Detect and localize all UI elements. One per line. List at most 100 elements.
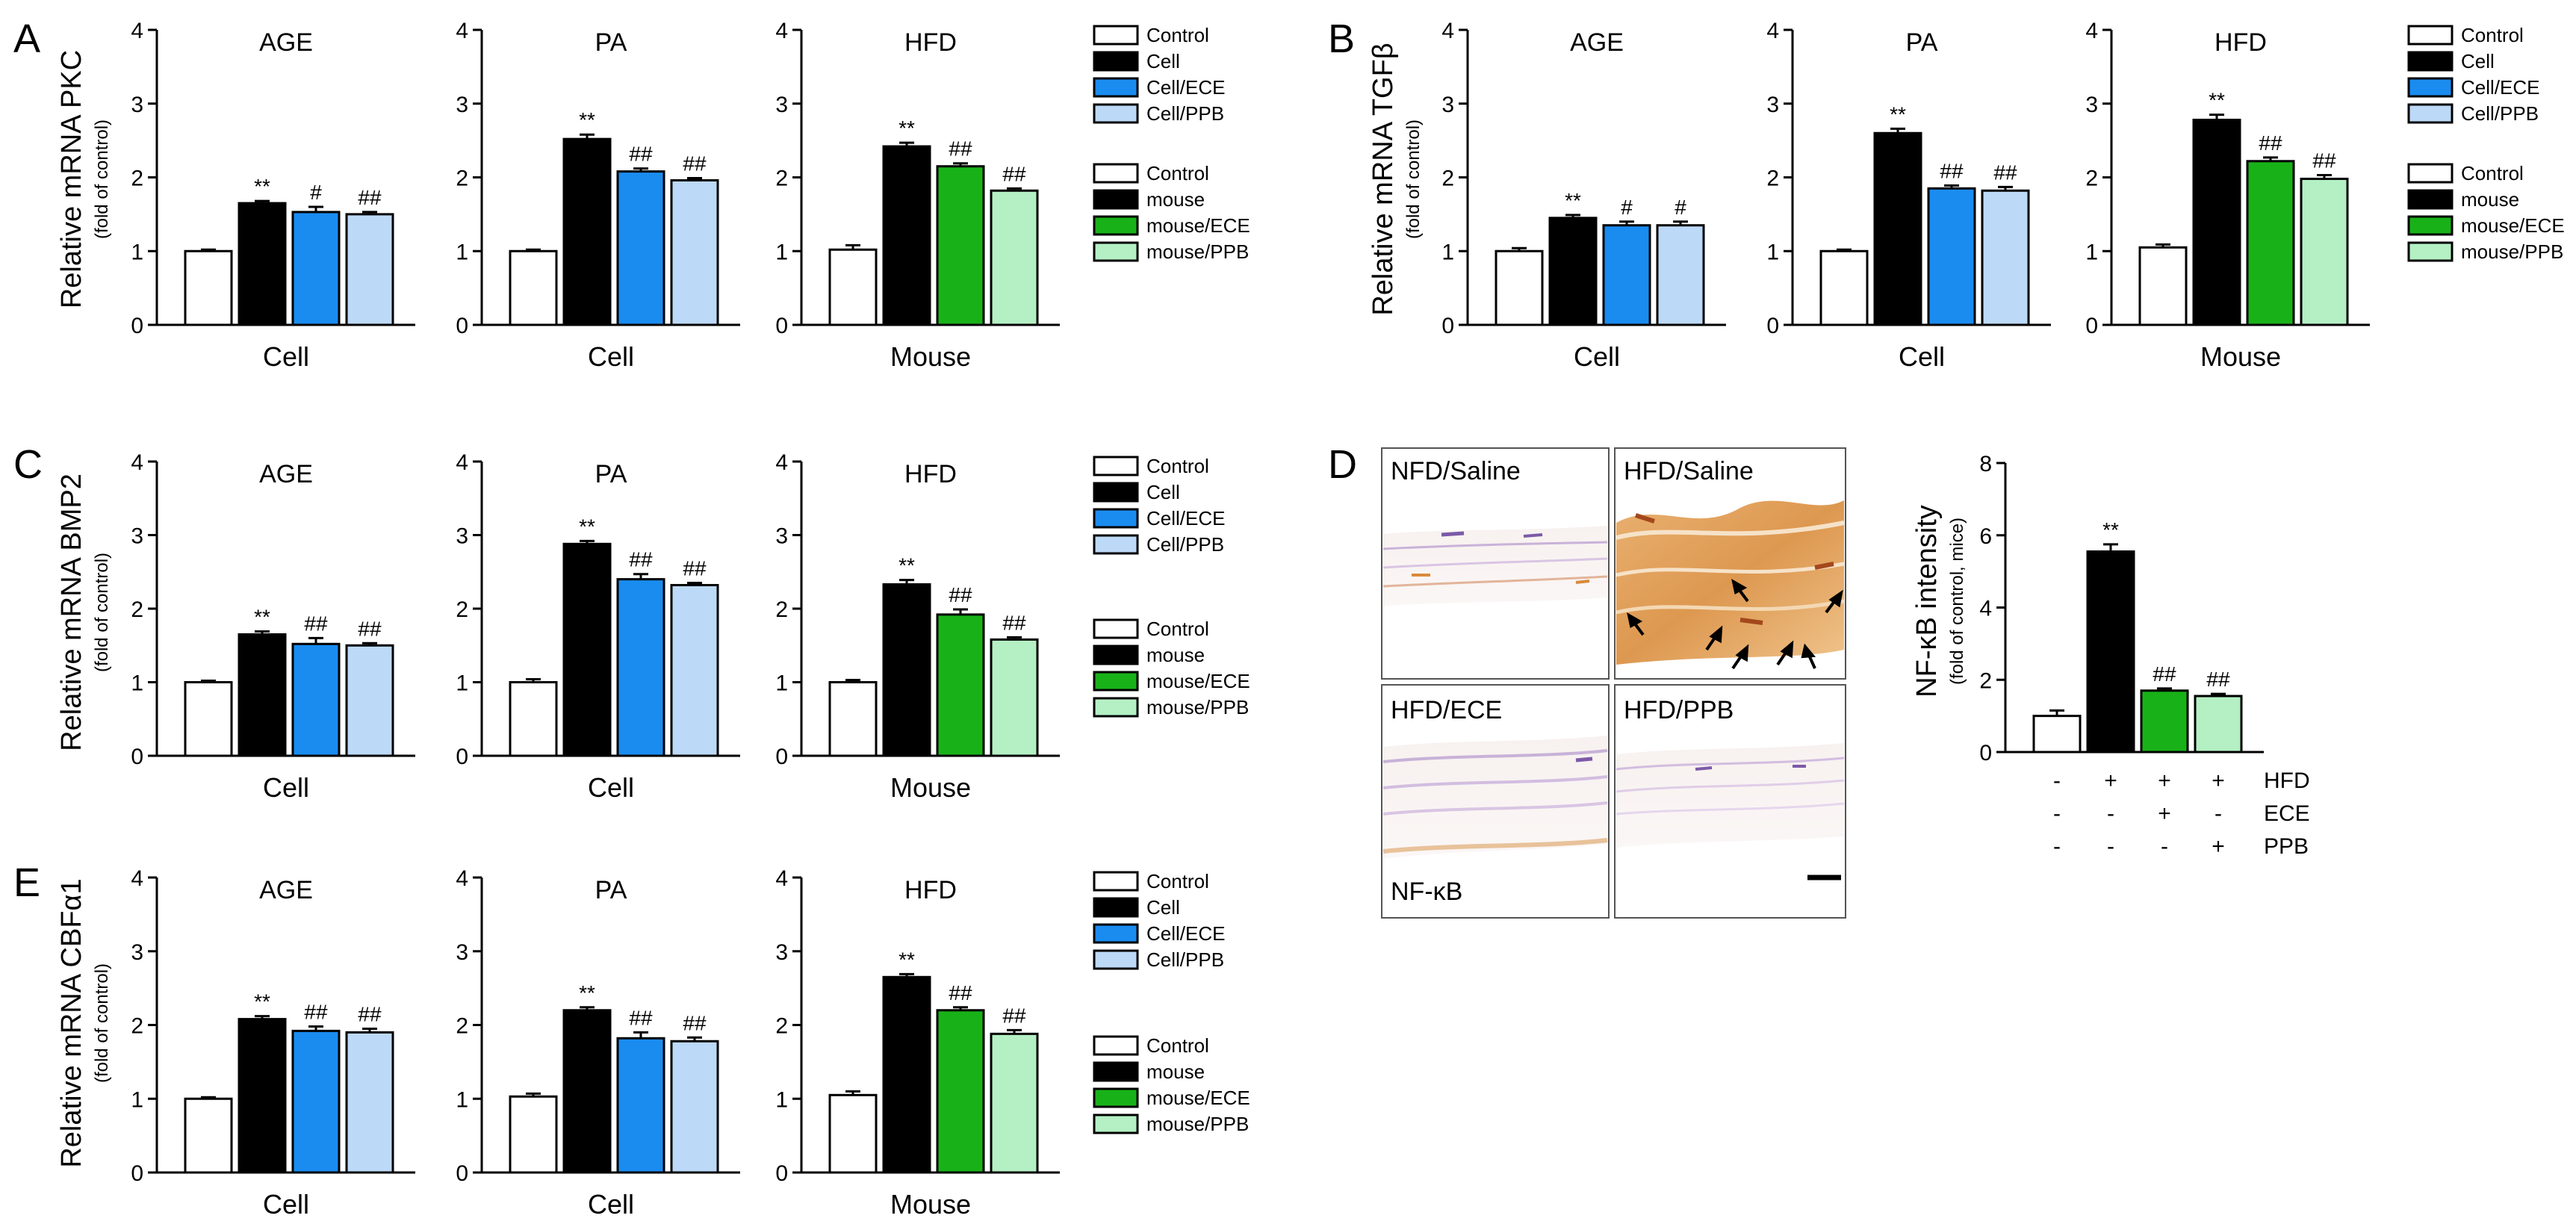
y-tick-label: 4 [131, 19, 143, 43]
chart-c-age: 0 1 2 3 4 AGE Cell ** ## ## [131, 450, 415, 803]
bar-cell [238, 202, 287, 326]
legend-label: mouse/PPB [1146, 696, 1249, 718]
ylabel-tgfb: Relative mRNA TGFβ (fold of control) [1368, 43, 1424, 315]
treatment-sign: - [2215, 801, 2222, 826]
treatment-sign: - [2107, 801, 2114, 826]
significance-label: ## [2259, 131, 2282, 155]
y-tick-label: 0 [1766, 314, 1779, 338]
x-axis-label: Mouse [890, 772, 971, 803]
legend-label: Cell/ECE [1146, 922, 1225, 945]
legend-swatch [1093, 1113, 1139, 1134]
histology-label-hfd-saline: HFD/Saline [1624, 457, 1754, 485]
x-axis-label: Cell [588, 341, 634, 372]
y-tick-label: 1 [775, 240, 788, 264]
legend-label: Control [1146, 870, 1209, 892]
legend-mouse-a: Control mouse mouse/ECE mouse/PPB [1093, 162, 1250, 263]
legend-swatch [1093, 482, 1139, 503]
y-tick-label: 0 [775, 745, 788, 769]
bar-mouse-ppb [990, 1032, 1039, 1174]
legend-swatch [2407, 77, 2454, 98]
treatment-sign: + [2212, 834, 2225, 859]
y-tick-label: 2 [775, 167, 788, 191]
bar-control [509, 1095, 558, 1174]
significance-label: ** [2102, 518, 2119, 541]
svg-text:Relative mRNA TGFβ: Relative mRNA TGFβ [1368, 43, 1399, 315]
legend-label: Control [2461, 162, 2524, 184]
y-tick-label: 4 [775, 450, 788, 475]
bar-cell [1548, 217, 1598, 326]
y-tick-label: 1 [131, 1087, 143, 1112]
significance-label: ## [2312, 149, 2336, 173]
svg-text:(fold of control, mice): (fold of control, mice) [1947, 518, 1967, 685]
y-tick-label: 2 [1441, 167, 1454, 191]
significance-label: ## [949, 137, 972, 161]
significance-label: ## [358, 1002, 382, 1025]
chart-title: HFD [2215, 28, 2267, 57]
significance-label: ## [304, 612, 328, 635]
bar-cell-ece [291, 1029, 341, 1174]
significance-label: ## [2153, 662, 2176, 686]
legend-swatch [1093, 697, 1139, 718]
significance-label: ** [899, 117, 915, 140]
legend-label: mouse/ECE [1146, 670, 1250, 692]
bar-mouse-ece [936, 165, 985, 326]
legend-label: Control [1146, 1034, 1209, 1057]
y-tick-label: 3 [131, 93, 143, 117]
y-tick-label: 4 [131, 450, 143, 475]
x-axis-label: Cell [588, 772, 634, 803]
y-tick-label: 2 [456, 597, 468, 622]
significance-label: ** [899, 554, 915, 577]
chart-e-age: 0 1 2 3 4 AGE Cell ** ## ## [131, 866, 415, 1220]
bar-cell-ece [1927, 187, 1976, 326]
treatment-label-ppb: PPB [2264, 834, 2309, 859]
y-tick-label: 1 [1766, 240, 1779, 264]
bar-cell-ece [616, 1037, 665, 1174]
x-axis-label: Cell [1574, 341, 1620, 372]
legend-swatch [1093, 949, 1139, 970]
histology-image-hfd-ece [1381, 684, 1610, 919]
y-tick-label: 2 [1979, 668, 1992, 693]
treatment-sign: - [2107, 834, 2114, 859]
y-tick-label: 0 [131, 314, 143, 338]
bar-cell [562, 1009, 612, 1174]
x-axis-label: Mouse [890, 1189, 971, 1220]
bar-cell-ppb [1656, 224, 1705, 326]
bar-cell-ppb [670, 583, 719, 757]
bar-cell [238, 633, 287, 757]
svg-text:Relative mRNA BMP2: Relative mRNA BMP2 [56, 473, 87, 751]
legend-label: Cell/PPB [1146, 948, 1224, 971]
legend-label: mouse [1146, 1060, 1205, 1083]
panel-letter-e: E [13, 860, 40, 905]
x-axis-label: Cell [588, 1189, 634, 1220]
arrow-icon [1776, 640, 1794, 666]
y-tick-label: 4 [456, 450, 468, 475]
y-tick-label: 2 [456, 167, 468, 191]
legend-label: Cell [1146, 896, 1180, 919]
significance-label: ## [1940, 159, 1964, 182]
bar-cell-ppb [345, 644, 394, 757]
significance-label: ## [683, 152, 707, 175]
y-tick-label: 1 [775, 671, 788, 696]
chart-b-pa: 0 1 2 3 4 PA Cell ** ## ## [1766, 19, 2051, 372]
chart-title: PA [595, 28, 627, 57]
bar-cell-ppb [345, 1031, 394, 1174]
y-tick-label: 4 [775, 866, 788, 891]
chart-b-hfd: 0 1 2 3 4 HFD Mouse ** ## ## [2085, 19, 2370, 372]
y-tick-label: 1 [456, 1087, 468, 1112]
histology-label-hfd-ppb: HFD/PPB [1624, 696, 1734, 724]
treatment-sign: - [2053, 834, 2061, 859]
bar-mouse-ece [936, 1009, 985, 1174]
bar-cell-ppb [345, 213, 394, 326]
significance-label: ## [683, 557, 707, 580]
significance-label: ## [2206, 668, 2230, 691]
chart-title: AGE [259, 28, 313, 57]
significance-label: ## [629, 548, 653, 571]
legend-label: Control [1146, 455, 1209, 477]
legend-swatch [1093, 163, 1139, 184]
chart-title: AGE [259, 460, 313, 488]
legend-label: Cell/ECE [1146, 76, 1225, 99]
chart-a-hfd: 0 1 2 3 4 HFD Mouse ** ## ## [775, 19, 1060, 372]
y-tick-label: 4 [456, 19, 468, 43]
legend-swatch [1093, 215, 1139, 236]
